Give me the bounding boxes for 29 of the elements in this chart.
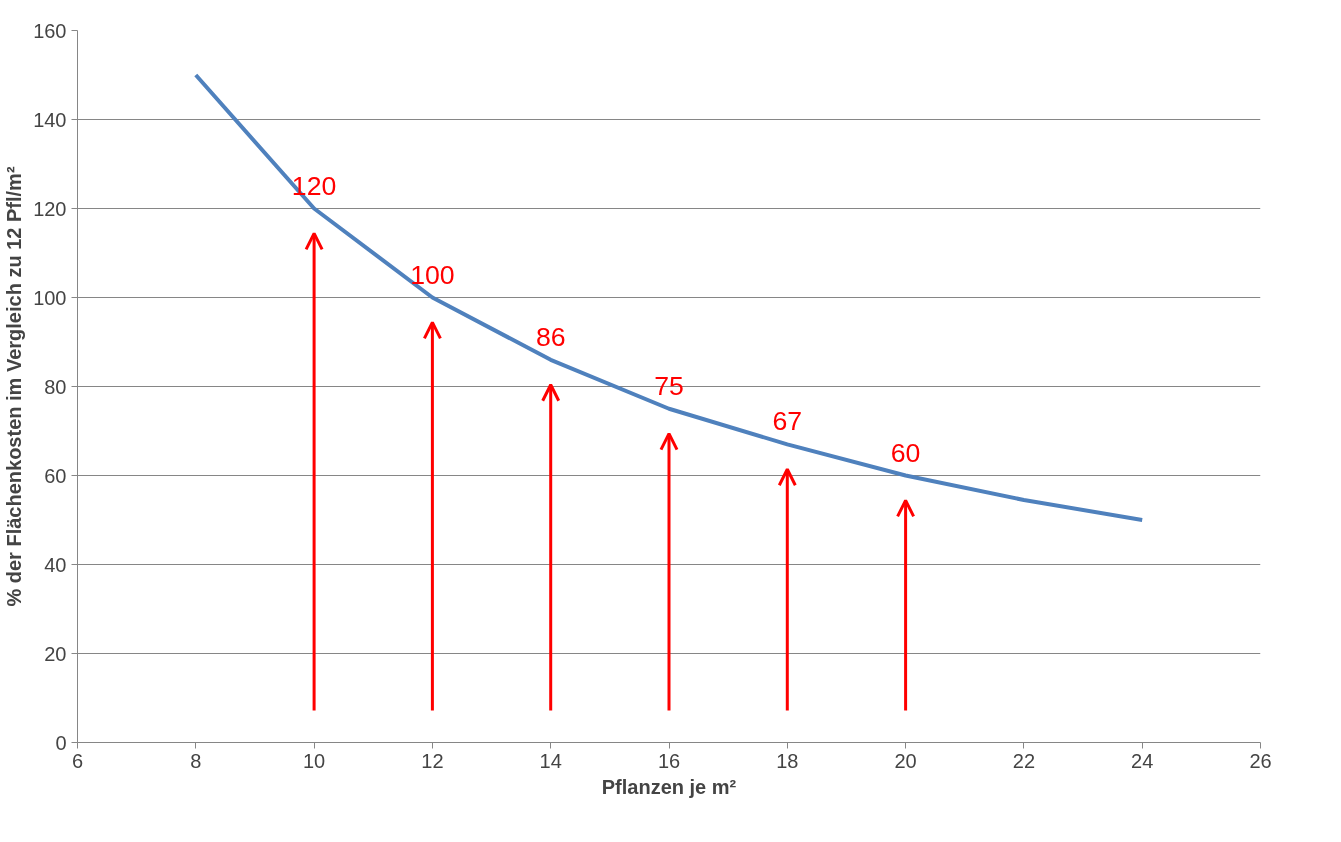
y-tick-label: 140: [33, 108, 67, 131]
x-tick-label: 10: [302, 749, 326, 772]
x-axis-title: Pflanzen je m²: [601, 775, 737, 798]
x-tick-label: 14: [539, 749, 562, 772]
x-tick-label: 18: [776, 749, 799, 772]
data-label: 100: [410, 259, 455, 290]
data-label: 86: [535, 321, 566, 352]
y-tick-label: 100: [33, 286, 67, 309]
x-tick-label: 24: [1131, 749, 1154, 772]
y-tick-label: 20: [44, 642, 67, 665]
y-tick-label: 120: [33, 197, 67, 220]
x-tick-label: 26: [1249, 749, 1272, 772]
y-tick-label: 80: [44, 375, 67, 398]
x-tick-label: 16: [657, 749, 681, 772]
y-tick-label: 60: [44, 464, 67, 487]
data-label: 60: [890, 437, 921, 468]
line-series: [193, 73, 1145, 522]
x-tick-label: 22: [1012, 749, 1036, 772]
data-label: 75: [654, 370, 684, 401]
data-label: 120: [291, 170, 337, 201]
y-tick-label: 160: [33, 19, 67, 42]
y-axis-title: % der Flächenkosten im Vergleich zu 12 Pfl/m²: [3, 166, 26, 607]
data-label: 67: [772, 406, 803, 437]
x-tick-label: 12: [421, 749, 444, 772]
x-tick-label: 8: [190, 749, 202, 772]
x-tick-label: 6: [71, 749, 84, 772]
y-tick-label: 40: [44, 553, 67, 576]
x-tick-label: 20: [894, 749, 917, 772]
y-tick-label: 0: [55, 731, 67, 754]
